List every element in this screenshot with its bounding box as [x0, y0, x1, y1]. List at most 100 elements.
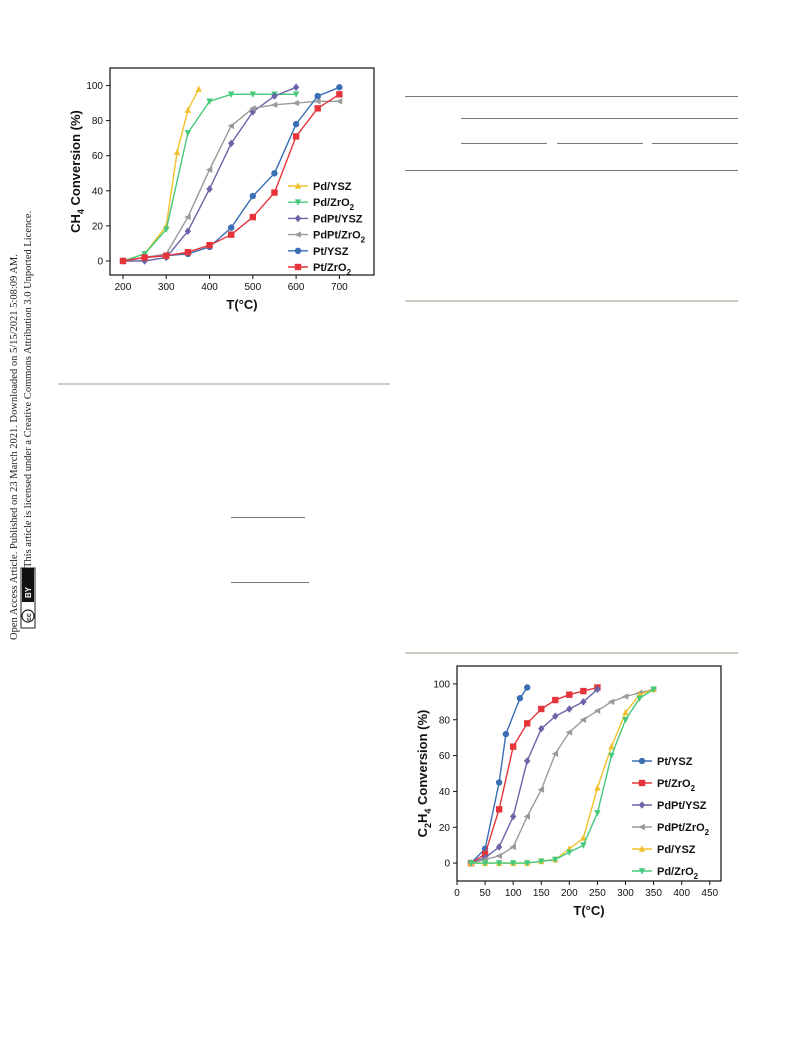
data-point — [537, 786, 545, 793]
data-point — [292, 83, 300, 92]
data-point — [509, 812, 517, 821]
license-line-1: Open Access Article. Published on 23 Mar… — [9, 254, 20, 640]
y-tick-label: 20 — [92, 221, 104, 232]
data-point — [565, 729, 573, 736]
legend-item-pt-zro2: Pt/ZrO2 — [632, 778, 696, 793]
legend-item-pt-ysz: Pt/YSZ — [632, 756, 693, 768]
x-tick-label: 0 — [454, 888, 460, 899]
cc-by-badge[interactable]: BY cc — [20, 567, 36, 629]
data-point — [184, 213, 191, 221]
legend-label: Pd/YSZ — [657, 844, 696, 856]
data-point — [524, 684, 531, 691]
legend-item-pd-ysz: Pd/YSZ — [288, 181, 352, 193]
legend-label: Pt/YSZ — [657, 756, 693, 768]
data-point — [163, 226, 170, 233]
legend: Pt/YSZ Pt/ZrO2 PdPt/YSZ PdPt/ZrO2 Pd/YSZ Pd/Z… — [632, 756, 710, 881]
series-pt-zro2 — [119, 91, 343, 265]
series-pd-ysz — [119, 85, 202, 264]
y-tick-label: 20 — [439, 823, 451, 834]
data-point — [141, 254, 148, 261]
y-tick-label: 60 — [439, 751, 451, 762]
series-line-pt-ysz — [470, 687, 528, 864]
x-tick-label: 200 — [115, 282, 132, 293]
data-point — [622, 708, 629, 716]
data-point — [495, 860, 503, 867]
y-axis-label-subscript: 2 — [423, 823, 433, 828]
x-tick-label: 400 — [201, 282, 218, 293]
legend-label-subscript: 2 — [350, 203, 355, 212]
data-point — [249, 192, 257, 200]
data-point — [566, 691, 573, 698]
data-point — [184, 130, 192, 137]
data-point — [249, 105, 256, 112]
data-point — [314, 98, 321, 105]
data-point — [538, 705, 545, 713]
data-point — [195, 85, 202, 92]
legend-label-subscript: 2 — [347, 268, 352, 277]
legend-swatch-marker — [294, 247, 302, 254]
legend-label-main: PdPt/ZrO — [657, 822, 705, 834]
y-tick-label: 100 — [433, 679, 450, 690]
x-tick-label: 200 — [561, 888, 578, 899]
legend-swatch-marker — [638, 845, 646, 852]
data-point — [552, 856, 559, 864]
data-point — [271, 189, 278, 196]
right-column-divider-2 — [405, 652, 738, 654]
data-point — [495, 806, 503, 813]
data-point — [292, 133, 300, 140]
legend-item-pd-zro2: Pd/ZrO2 — [288, 197, 355, 212]
y-axis-label-part: Conversion (%) — [68, 110, 83, 209]
legend-label: PdPt/ZrO2 — [313, 230, 366, 245]
legend-item-pdpt-zro2: PdPt/ZrO2 — [288, 230, 366, 245]
data-point — [249, 91, 257, 98]
x-tick-label: 300 — [158, 282, 175, 293]
x-tick-label: 350 — [645, 888, 662, 899]
data-point — [227, 224, 235, 231]
legend-swatch-marker — [638, 868, 646, 875]
data-point — [594, 784, 601, 791]
data-point — [523, 813, 531, 820]
data-point — [566, 849, 573, 856]
legend-label: PdPt/YSZ — [313, 213, 363, 225]
data-point — [467, 860, 475, 867]
legend-label-main: PdPt/ZrO — [313, 230, 361, 242]
x-tick-label: 100 — [505, 888, 522, 899]
data-point — [495, 843, 503, 851]
legend-item-pt-ysz: Pt/YSZ — [288, 246, 349, 258]
data-point — [593, 707, 601, 714]
legend-label-main: PdPt/YSZ — [657, 800, 707, 812]
y-axis-label-subscript: 4 — [423, 809, 433, 814]
legend-label-main: Pd/ZrO — [657, 866, 694, 878]
c2h4-conversion-chart: 0 50 100 150 200 250 300 350 400 450 0 20 40 60 80 100 T… — [415, 665, 722, 918]
left-short-rule-1 — [231, 517, 305, 518]
data-point — [481, 860, 489, 867]
data-point — [495, 779, 503, 786]
data-point — [206, 185, 213, 193]
table-subheader-rule-2 — [557, 143, 643, 144]
data-point — [621, 693, 629, 700]
data-point — [184, 248, 192, 256]
y-axis-label-part: CH — [68, 214, 83, 233]
legend-label: PdPt/ZrO2 — [657, 822, 710, 837]
legend-label: PdPt/YSZ — [657, 800, 707, 812]
x-tick-label: 50 — [480, 888, 492, 899]
x-tick-label: 450 — [701, 888, 718, 899]
data-point — [184, 106, 192, 113]
left-short-rule-2 — [231, 582, 309, 583]
legend-item-pd-zro2: Pd/ZrO2 — [632, 866, 699, 881]
legend-label: Pd/YSZ — [313, 181, 352, 193]
data-point — [336, 84, 343, 91]
table-subheader-rule-3 — [652, 143, 738, 144]
data-point — [650, 686, 657, 693]
data-point — [509, 843, 516, 851]
data-point — [580, 842, 587, 849]
legend-item-pdpt-zro2: PdPt/ZrO2 — [632, 822, 710, 837]
legend-label-subscript: 2 — [361, 236, 366, 245]
legend-swatch-marker — [638, 823, 645, 831]
series-line-pdpt-ysz — [470, 688, 598, 864]
by-badge-label: BY — [24, 586, 33, 598]
legend-label: Pt/ZrO2 — [657, 778, 696, 793]
legend-label-main: Pt/YSZ — [657, 756, 693, 768]
table-body-rule — [405, 170, 738, 171]
data-point — [566, 705, 573, 713]
